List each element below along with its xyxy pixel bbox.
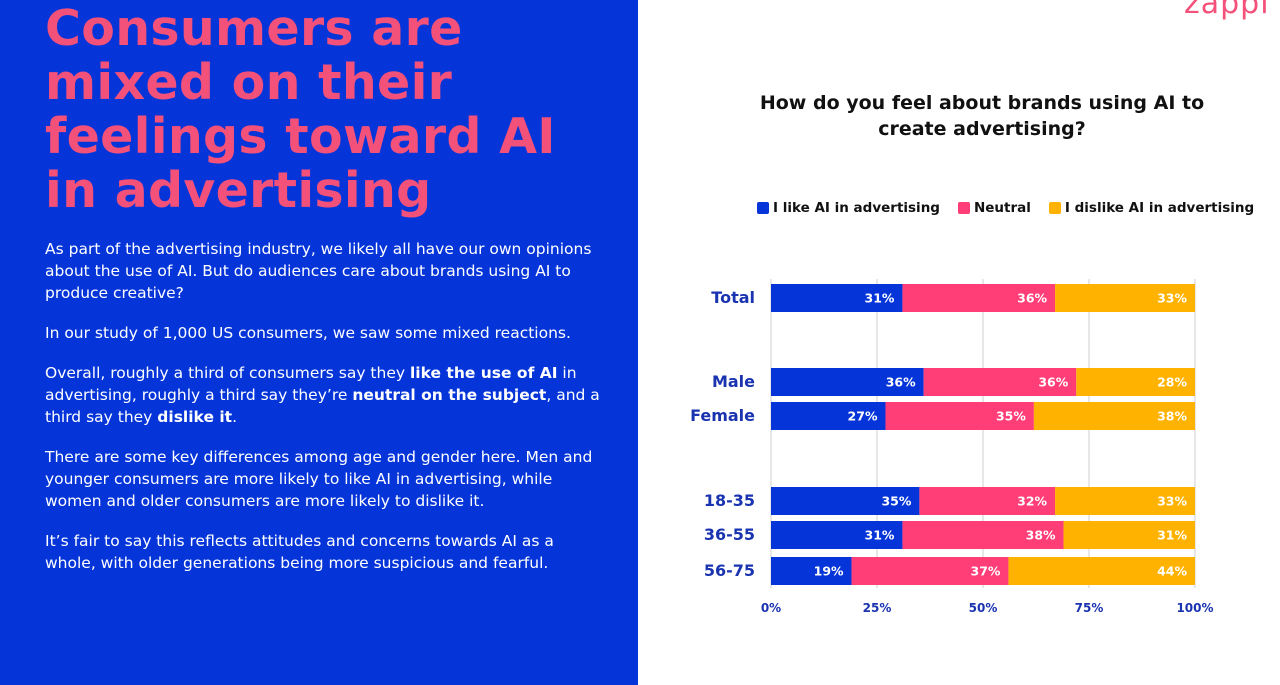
legend-label-neutral: Neutral bbox=[973, 200, 1031, 216]
chart-legend: I like AI in advertising Neutral I disli… bbox=[757, 200, 1272, 216]
legend-swatch-dislike bbox=[1048, 202, 1061, 214]
paragraph-3-dislike-emphasis: dislike it bbox=[157, 408, 233, 426]
paragraph-3-like-emphasis: like the use of AI bbox=[409, 364, 558, 382]
paragraph-3-part-c: in advertising, roughly a third say they… bbox=[45, 364, 577, 404]
paragraph-3-part-a: Overall, roughly a third of consumers sa… bbox=[45, 364, 410, 382]
legend-label-like: I like AI in advertising bbox=[773, 200, 940, 216]
paragraph-5: It’s fair to say this reflects attitudes… bbox=[45, 532, 554, 572]
legend-item-neutral: Neutral bbox=[957, 200, 1031, 216]
body-text: As part of the advertising industry, we … bbox=[45, 238, 605, 592]
left-panel: Consumers are mixed on their feelings to… bbox=[0, 0, 638, 685]
paragraph-3-part-g: . bbox=[232, 408, 238, 426]
legend-swatch-like bbox=[757, 202, 769, 214]
paragraph-3: Overall, roughly a third of consumers sa… bbox=[45, 362, 605, 428]
legend-label-dislike: I dislike AI in advertising bbox=[1064, 200, 1255, 216]
paragraph-1: As part of the advertising industry, we … bbox=[45, 240, 592, 302]
brand-logo: zappi bbox=[1184, 0, 1270, 21]
paragraph-2: In our study of 1,000 US consumers, we s… bbox=[45, 324, 571, 342]
legend-swatch-neutral bbox=[957, 202, 970, 214]
legend-item-like: I like AI in advertising bbox=[757, 200, 940, 216]
paragraph-4: There are some key differences among age… bbox=[45, 448, 593, 510]
chart-title: How do you feel about brands using AI to… bbox=[759, 92, 1205, 140]
page-title: Consumers are mixed on their feelings to… bbox=[45, 0, 556, 219]
paragraph-3-neutral-emphasis: neutral on the subject bbox=[352, 386, 547, 404]
paragraph-3-part-e: , and a third say they bbox=[45, 386, 600, 426]
legend-item-dislike: I dislike AI in advertising bbox=[1048, 200, 1255, 216]
